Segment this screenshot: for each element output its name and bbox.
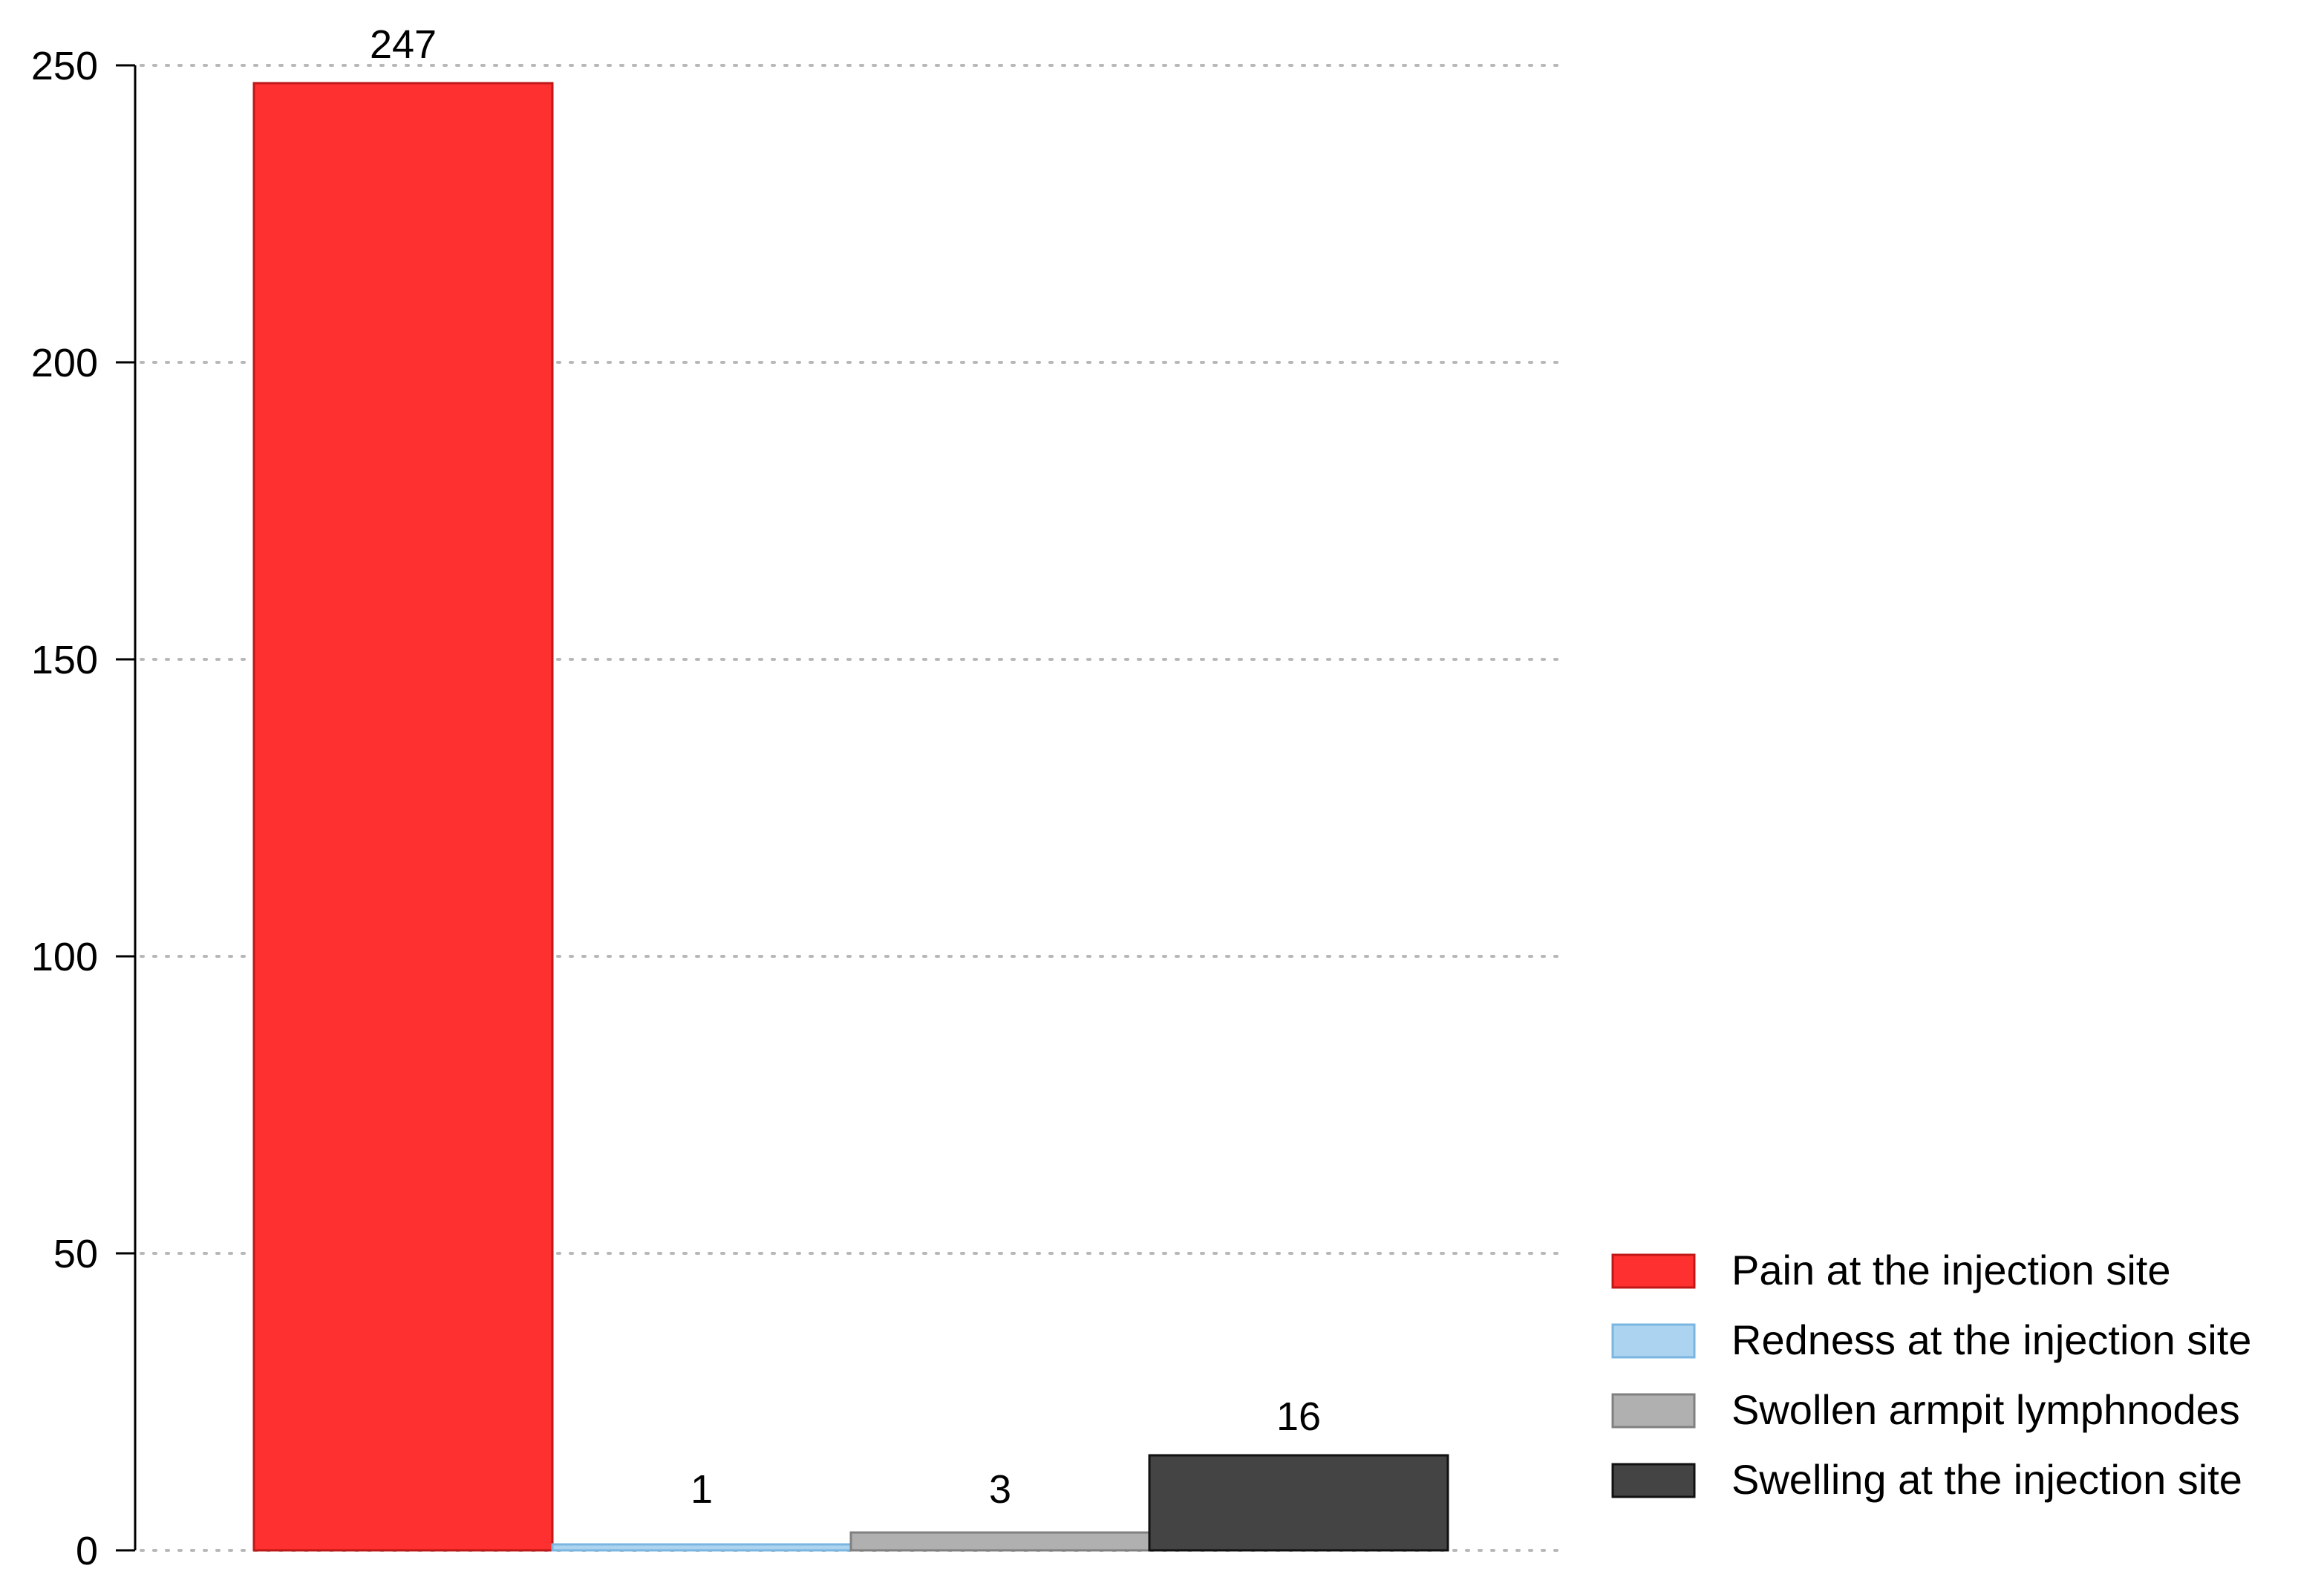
bars: [252, 82, 1449, 1552]
legend: Pain at the injection site Redness at the…: [1611, 1247, 2251, 1503]
legend-label-1: Pain at the injection site: [1731, 1247, 2170, 1293]
legend-label-3: Swollen armpit lymphnodes: [1731, 1386, 2240, 1433]
y-tick-label: 150: [31, 638, 98, 682]
data-labels: 247 1 3 16: [370, 22, 1321, 1512]
data-label-4: 16: [1276, 1394, 1321, 1439]
y-tick-label: 0: [76, 1529, 98, 1573]
y-tick-label: 100: [31, 935, 98, 979]
bar-1: [252, 82, 554, 1552]
y-tick-label: 50: [53, 1232, 98, 1276]
y-tick-label: 250: [31, 44, 98, 88]
data-label-3: 3: [989, 1467, 1011, 1512]
legend-label-2: Redness at the injection site: [1731, 1316, 2251, 1363]
y-tick-label: 200: [31, 341, 98, 385]
legend-swatch-4: [1611, 1463, 1696, 1498]
legend-swatch-1: [1611, 1253, 1696, 1289]
y-axis: 0 50 100 150 200 250: [31, 44, 137, 1573]
data-label-2: 1: [691, 1467, 713, 1512]
legend-swatch-3: [1611, 1393, 1696, 1429]
legend-label-4: Swelling at the injection site: [1731, 1456, 2242, 1503]
bar-3: [849, 1531, 1151, 1552]
bar-4: [1148, 1454, 1449, 1552]
data-label-1: 247: [370, 22, 437, 67]
bar-2: [551, 1543, 852, 1552]
legend-swatch-2: [1611, 1323, 1696, 1359]
